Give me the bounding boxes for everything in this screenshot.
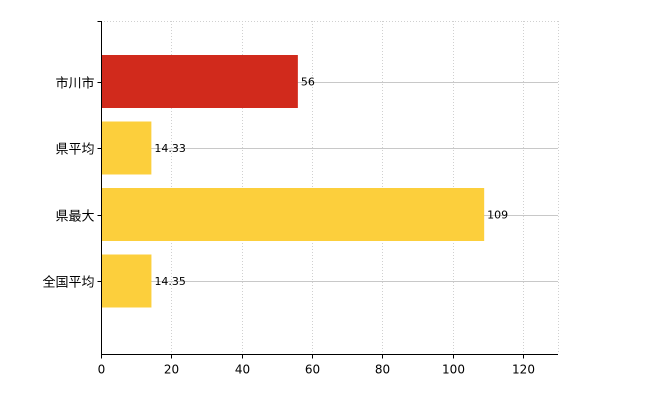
y-tick-label: 県平均 — [55, 143, 94, 158]
bar — [102, 188, 485, 241]
data-label: 14.35 — [154, 275, 186, 288]
data-label: 109 — [487, 209, 508, 222]
labels: 56 14.33 109 14.35 0 20 40 60 80 100 120 市川市県平均県最大全… — [42, 76, 534, 377]
y-tick-label: 県最大 — [55, 210, 94, 225]
x-tick-label: 40 — [235, 363, 250, 377]
x-tick-label: 80 — [375, 363, 390, 377]
x-tick-label: 0 — [98, 363, 106, 377]
data-label: 14.33 — [154, 142, 186, 155]
bar — [102, 254, 152, 308]
axes — [97, 21, 558, 359]
x-tick-label: 120 — [512, 363, 535, 377]
y-tick-label: 全国平均 — [42, 275, 94, 291]
x-tick-label: 100 — [442, 363, 465, 377]
bar — [102, 121, 152, 175]
y-tick-label: 市川市 — [55, 76, 94, 92]
x-tick-label: 20 — [164, 363, 179, 377]
data-label: 56 — [301, 76, 315, 89]
bars — [102, 55, 485, 308]
bar — [102, 55, 298, 108]
x-tick-label: 60 — [305, 363, 320, 377]
